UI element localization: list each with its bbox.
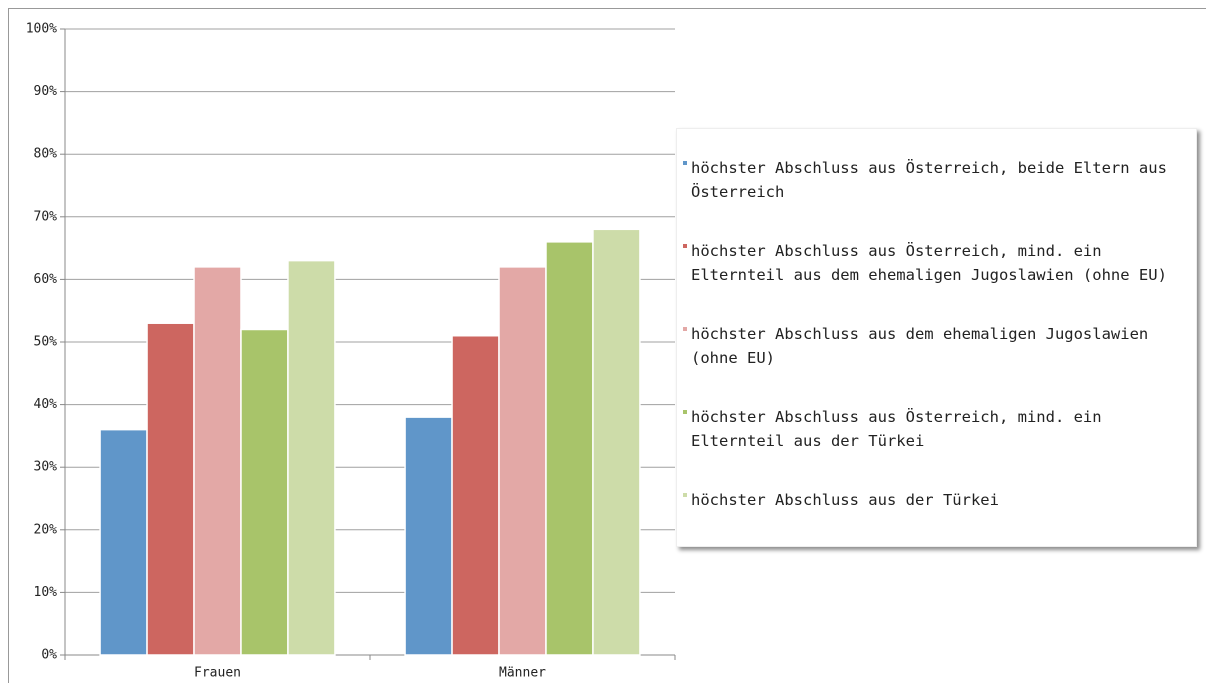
- y-tick-label: 10%: [34, 585, 58, 600]
- legend-label: höchster Abschluss aus Österreich, mind.…: [691, 408, 1102, 450]
- y-tick-label: 70%: [34, 209, 58, 224]
- bar: [240, 328, 289, 656]
- legend-marker: [683, 327, 687, 331]
- legend-marker: [683, 161, 687, 165]
- y-tick-label: 80%: [34, 147, 58, 162]
- y-tick-label: 50%: [34, 335, 58, 350]
- legend-label: höchster Abschluss aus der Türkei: [691, 491, 999, 509]
- legend-marker: [683, 410, 687, 414]
- legend: höchster Abschluss aus Österreich, beide…: [676, 128, 1197, 547]
- x-tick-label: Männer: [499, 666, 546, 681]
- x-tick-label: Frauen: [194, 666, 241, 681]
- legend-label: höchster Abschluss aus Österreich, beide…: [691, 159, 1167, 201]
- legend-label: höchster Abschluss aus Österreich, mind.…: [691, 242, 1167, 284]
- bar: [146, 322, 195, 656]
- chart-frame: [8, 8, 1206, 683]
- bar: [451, 334, 500, 656]
- bar: [287, 259, 336, 656]
- bar: [99, 428, 148, 656]
- y-tick-label: 90%: [34, 84, 58, 99]
- y-tick-label: 100%: [26, 22, 57, 37]
- bar: [193, 266, 242, 656]
- bar: [404, 416, 453, 656]
- legend-label: höchster Abschluss aus dem ehemaligen Ju…: [691, 325, 1149, 367]
- y-tick-label: 0%: [41, 648, 57, 663]
- y-tick-label: 40%: [34, 397, 58, 412]
- legend-marker: [683, 493, 687, 497]
- y-tick-label: 60%: [34, 272, 58, 287]
- bar: [498, 266, 547, 656]
- legend-marker: [683, 244, 687, 248]
- y-tick-label: 30%: [34, 460, 58, 475]
- bar: [545, 241, 594, 656]
- y-tick-label: 20%: [34, 522, 58, 537]
- bar: [592, 228, 641, 656]
